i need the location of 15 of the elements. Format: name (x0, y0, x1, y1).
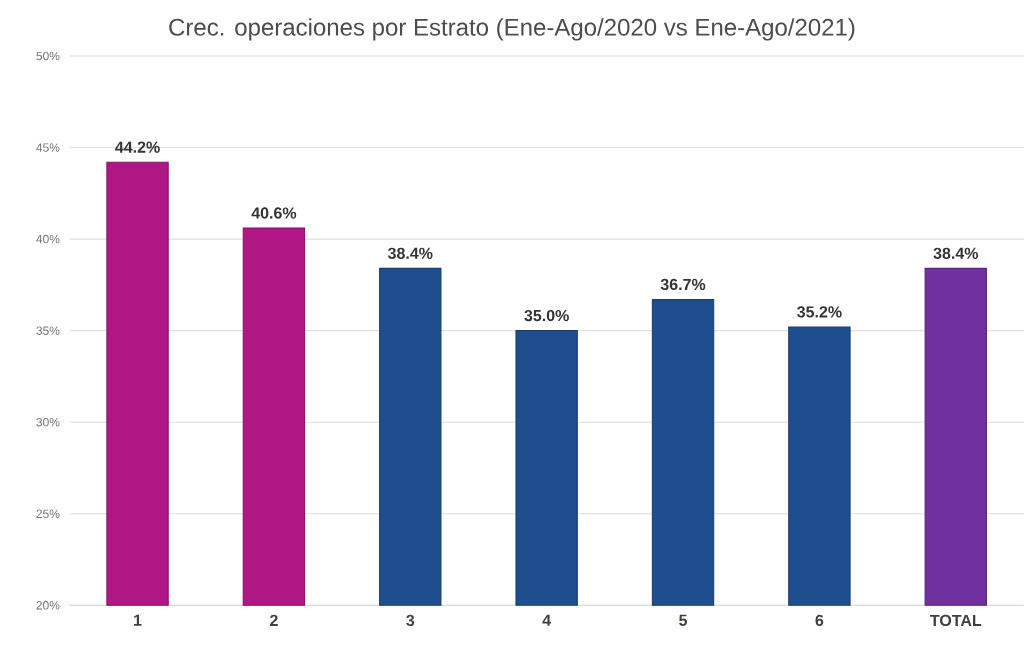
x-tick-label: 6 (815, 614, 824, 627)
x-tick-label: 3 (406, 614, 415, 627)
data-label: 36.7% (660, 278, 706, 291)
data-label: 38.4% (387, 247, 433, 259)
data-label: 40.6% (251, 207, 297, 219)
data-label: 38.4% (933, 247, 979, 259)
chart-title: Crec. operaciones por Estrato (Ene-Ago/2020 vs Ene-Ago/2021) (169, 18, 855, 41)
data-label: 35.0% (524, 309, 569, 322)
x-tick-label: 1 (134, 614, 142, 626)
x-tick-label: TOTAL (930, 614, 982, 627)
x-tick-label: 5 (679, 614, 688, 626)
x-tick-label: 2 (270, 614, 278, 626)
x-tick-label: 4 (542, 614, 552, 626)
data-label: 44.2% (115, 141, 160, 153)
data-label: 35.2% (797, 306, 842, 318)
